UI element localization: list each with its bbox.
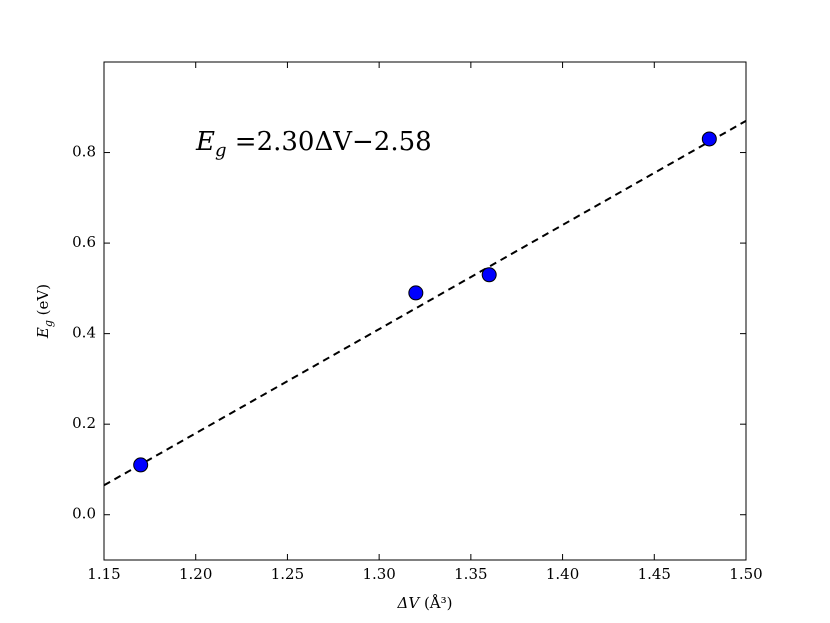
fit-line — [103, 119, 747, 487]
x-tick-label: 1.35 — [454, 565, 487, 583]
x-tick-label: 1.30 — [362, 565, 395, 583]
data-point — [701, 131, 717, 147]
y-label-sub: g — [42, 320, 55, 327]
data-point — [481, 267, 497, 283]
y-tick-label: 0.4 — [72, 324, 96, 342]
y-tick-label: 0.8 — [72, 143, 96, 161]
x-tick-label: 1.40 — [546, 565, 579, 583]
annotation-sub: g — [215, 140, 227, 161]
y-tick-label: 0.0 — [72, 505, 96, 523]
x-tick-label: 1.25 — [271, 565, 304, 583]
annotation-main: E — [195, 127, 215, 157]
y-axis-label: Eg (eV) — [34, 284, 55, 339]
x-label-main: ΔV — [397, 594, 422, 612]
annotation-rest: =2.30ΔV−2.58 — [227, 127, 432, 157]
x-tick-label: 1.45 — [638, 565, 671, 583]
data-point — [133, 457, 149, 473]
data-point — [408, 285, 424, 301]
x-tick-label: 1.20 — [179, 565, 212, 583]
x-tick-label: 1.15 — [87, 565, 120, 583]
annotation: Eg =2.30ΔV−2.58 — [195, 127, 432, 161]
x-label-rest: (Å³) — [419, 594, 452, 612]
y-label-main: E — [34, 327, 52, 339]
y-label-rest: (eV) — [34, 284, 52, 320]
x-tick-label: 1.50 — [729, 565, 762, 583]
y-tick-label: 0.2 — [72, 414, 96, 432]
x-axis-label: ΔV (Å³) — [397, 594, 453, 612]
plot-frame — [103, 61, 747, 561]
y-tick-label: 0.6 — [72, 233, 96, 251]
